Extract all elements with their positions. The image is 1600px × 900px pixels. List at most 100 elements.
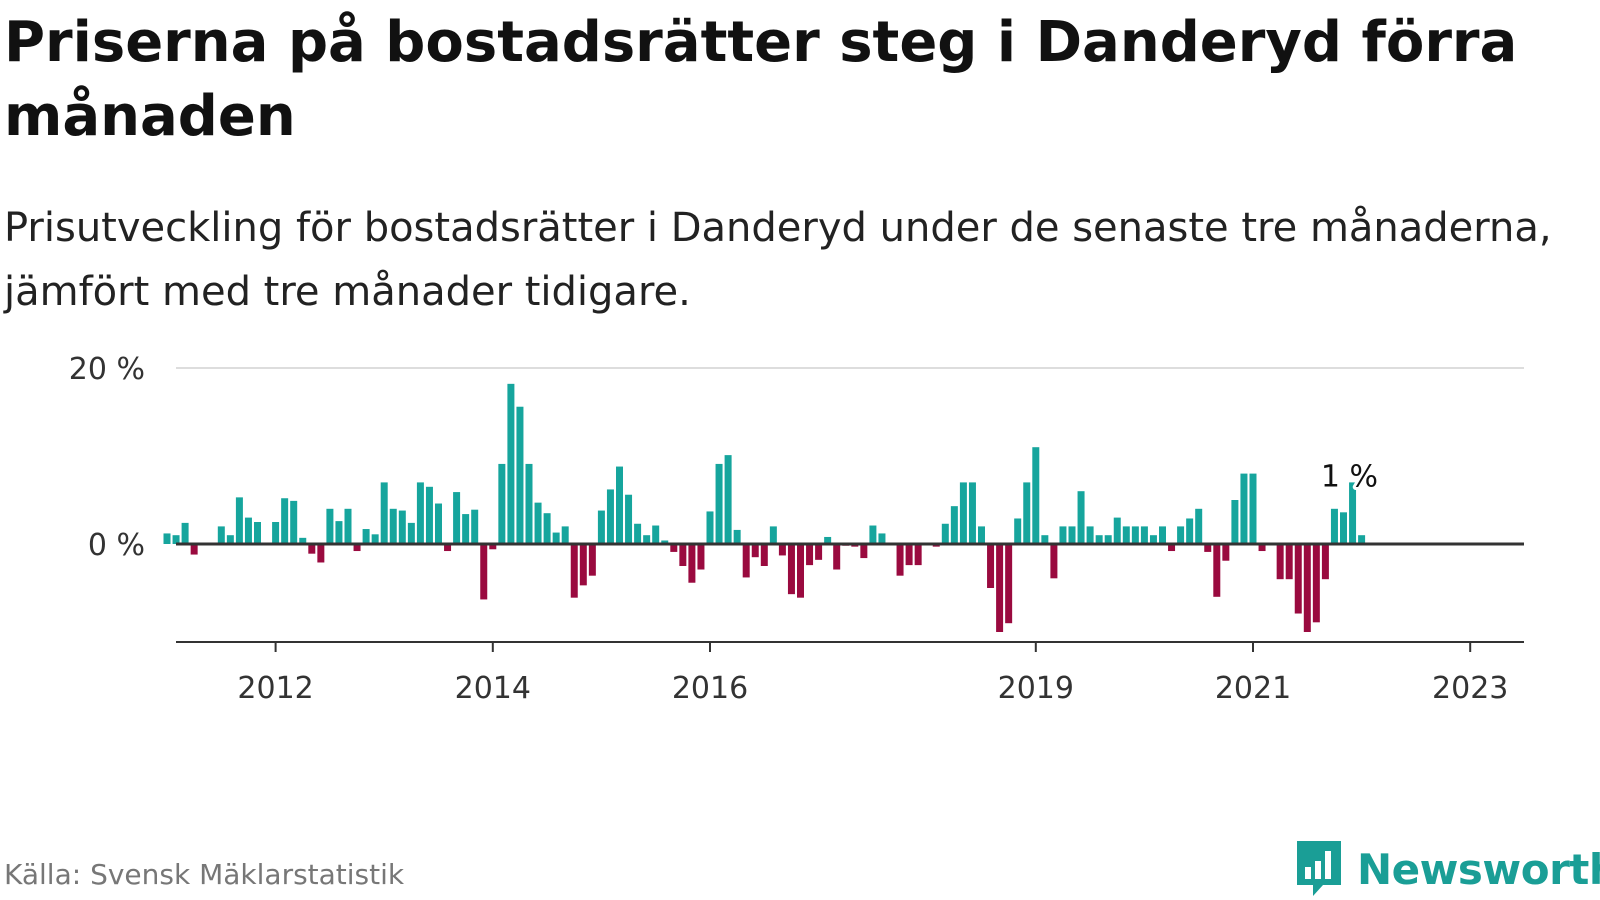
bar: [978, 526, 985, 544]
bar: [715, 463, 723, 544]
bar: [272, 522, 280, 544]
bar: [824, 536, 832, 544]
newsworthy-logo: Newsworthy: [1293, 839, 1600, 899]
bar: [878, 533, 886, 544]
bar: [1077, 491, 1085, 544]
bar: [1068, 526, 1076, 544]
bar: [634, 523, 642, 544]
bar: [453, 492, 461, 544]
bar: [471, 509, 479, 544]
bar: [380, 482, 388, 544]
bar: [733, 529, 741, 544]
bar: [163, 533, 171, 544]
bar: [760, 544, 768, 566]
bar: [1159, 526, 1166, 544]
bar: [416, 482, 424, 544]
bar: [606, 489, 614, 544]
chart-subtitle: Prisutveckling för bostadsrätter i Dande…: [4, 205, 1552, 315]
bar: [1276, 544, 1284, 580]
bar: [869, 525, 877, 544]
bar: [1005, 544, 1013, 624]
bar: [1131, 526, 1139, 544]
bar: [751, 544, 759, 558]
y-tick-label: 20 %: [69, 352, 145, 387]
bar: [941, 523, 949, 544]
bar: [643, 535, 651, 544]
bar: [661, 540, 669, 544]
bar: [1113, 517, 1121, 544]
bar: [1122, 526, 1130, 544]
bar: [407, 522, 415, 544]
bar: [1303, 544, 1311, 632]
bar: [1222, 544, 1230, 561]
bar: [679, 544, 687, 566]
bar: [1340, 512, 1347, 544]
brand-name: Newsworthy: [1357, 844, 1600, 894]
bar: [987, 544, 995, 588]
bar: [1059, 526, 1067, 544]
bar: [398, 510, 406, 544]
bar: [570, 544, 578, 598]
bar: [706, 511, 714, 544]
bar: [1104, 535, 1112, 544]
bar: [543, 513, 551, 544]
bar: [1231, 500, 1239, 544]
bar: [914, 544, 922, 566]
bar: [1186, 518, 1194, 544]
bar: [217, 526, 225, 544]
chart-title: Priserna på bostadsrätter steg i Dandery…: [4, 10, 1518, 149]
x-tick-label: 2012: [237, 671, 313, 706]
bar: [616, 466, 623, 544]
x-tick-label: 2023: [1432, 671, 1508, 706]
bar: [1168, 544, 1176, 552]
bar: [462, 514, 470, 544]
bar: [1204, 544, 1212, 552]
bar: [507, 383, 515, 544]
bar: [290, 500, 298, 544]
bar: [742, 544, 750, 578]
source-text: Källa: Svensk Mäklarstatistik: [4, 858, 405, 891]
bar: [425, 486, 433, 544]
bar: [697, 544, 705, 570]
bar: [905, 544, 913, 566]
bar: [1050, 544, 1058, 579]
bar: [579, 544, 587, 586]
newsworthy-logo-icon: [1297, 841, 1341, 896]
bar: [516, 406, 524, 544]
bar: [181, 522, 189, 544]
bar: [968, 482, 976, 544]
bar: [625, 494, 633, 544]
bar: [778, 544, 786, 556]
bar: [1258, 544, 1266, 552]
bar: [1149, 535, 1157, 544]
x-tick-label: 2021: [1215, 671, 1291, 706]
x-tick-label: 2016: [672, 671, 748, 706]
bar: [281, 498, 289, 544]
bar: [652, 525, 660, 544]
bar: [1312, 544, 1320, 623]
bar: [1349, 482, 1357, 544]
bar: [389, 508, 397, 544]
bar: [435, 503, 442, 544]
bar: [1014, 518, 1022, 544]
bar: [670, 544, 678, 552]
bar: [597, 510, 605, 544]
bar: [1095, 535, 1103, 544]
bar: [896, 544, 904, 576]
bar: [860, 544, 868, 559]
bar: [688, 544, 696, 583]
bar: [172, 535, 180, 544]
bar: [317, 544, 325, 563]
bar: [254, 522, 261, 544]
bar: [190, 544, 198, 555]
bar: [588, 544, 596, 576]
bar: [362, 529, 370, 544]
bar: [498, 463, 506, 544]
x-tick-label: 2019: [998, 671, 1074, 706]
bar: [525, 463, 533, 544]
bar: [833, 544, 841, 570]
bar: [226, 535, 234, 544]
bar: [1213, 544, 1221, 597]
bar: [1195, 508, 1203, 544]
bar: [787, 544, 795, 595]
